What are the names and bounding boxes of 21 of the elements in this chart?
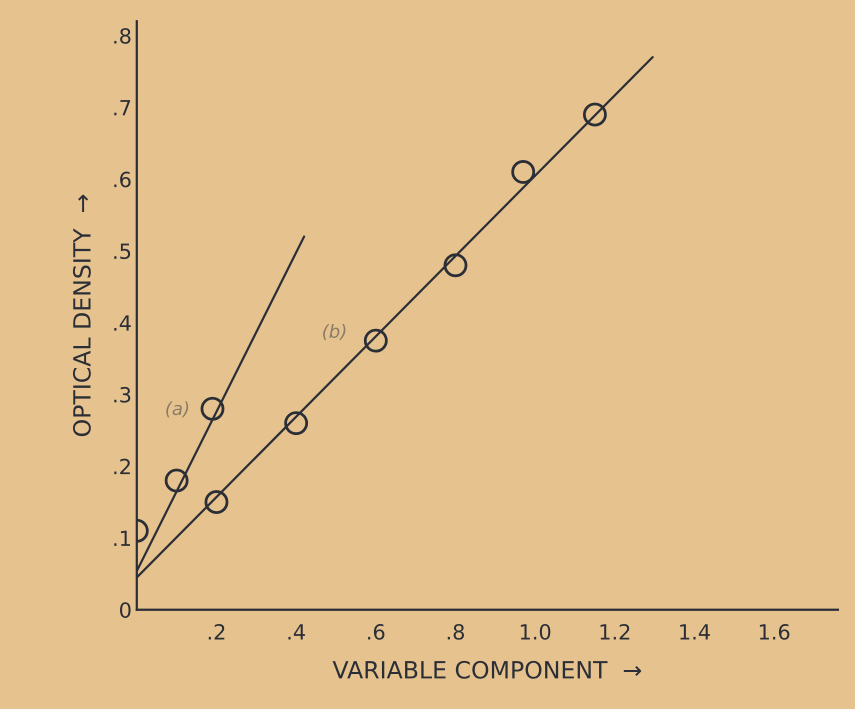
y-tick-label: .7 bbox=[114, 100, 130, 116]
y-tick-label: .5 bbox=[114, 244, 130, 260]
x-tick-label: 1.2 bbox=[600, 624, 630, 640]
y-tick-label: .3 bbox=[114, 386, 130, 403]
x-tick-label: .4 bbox=[288, 624, 305, 640]
x-tick-label: .8 bbox=[448, 624, 464, 640]
y-tick-label: .4 bbox=[114, 315, 131, 331]
x-tick-label: 1.6 bbox=[760, 624, 790, 640]
y-tick-label: .6 bbox=[114, 172, 131, 188]
y-tick-label: .8 bbox=[114, 28, 131, 44]
x-tick-label: 1.0 bbox=[520, 624, 550, 640]
annotation: (a) bbox=[166, 401, 188, 418]
annotation: (b) bbox=[323, 324, 346, 340]
y-tick-label: .2 bbox=[114, 458, 130, 474]
x-tick-label: .6 bbox=[368, 624, 384, 640]
y-axis-title: OPTICAL DENSITY → bbox=[72, 194, 91, 436]
y-tick-label: .1 bbox=[114, 530, 130, 546]
x-axis-title: VARIABLE COMPONENT → bbox=[332, 660, 642, 679]
y-tick-label: 0 bbox=[120, 602, 131, 618]
x-tick-label: 1.4 bbox=[680, 624, 710, 640]
x-tick-label: .2 bbox=[208, 624, 224, 640]
